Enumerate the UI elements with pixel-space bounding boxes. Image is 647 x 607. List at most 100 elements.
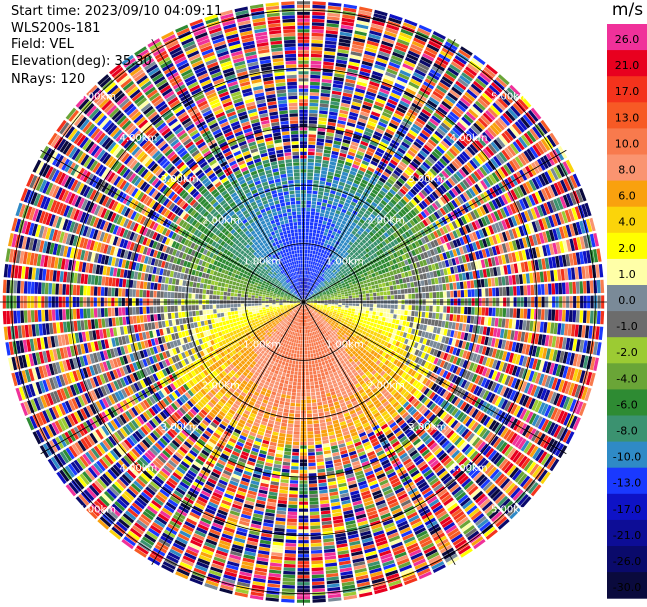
velocity-gate — [318, 486, 328, 491]
velocity-gate — [357, 16, 371, 23]
velocity-gate — [375, 315, 379, 320]
velocity-gate — [305, 296, 308, 300]
velocity-gate — [406, 180, 414, 188]
velocity-gate — [312, 349, 316, 354]
velocity-gate — [317, 468, 326, 473]
velocity-gate — [334, 297, 339, 300]
velocity-gate — [345, 303, 349, 306]
velocity-gate — [326, 273, 330, 277]
velocity-gate — [312, 268, 315, 273]
velocity-gate — [307, 289, 309, 293]
velocity-gate — [551, 283, 556, 295]
velocity-gate — [439, 103, 450, 113]
velocity-gate — [447, 67, 459, 77]
velocity-gate — [306, 281, 309, 285]
velocity-gate — [331, 263, 335, 268]
velocity-gate — [324, 271, 329, 276]
velocity-gate — [393, 290, 398, 295]
velocity-gate — [344, 85, 354, 91]
velocity-gate — [327, 366, 332, 371]
velocity-gate — [470, 280, 475, 289]
velocity-gate — [438, 81, 450, 91]
velocity-gate — [417, 135, 427, 144]
velocity-gate — [477, 117, 488, 128]
velocity-gate — [348, 241, 354, 246]
velocity-gate — [381, 282, 386, 287]
velocity-gate — [309, 99, 319, 103]
velocity-gate — [351, 101, 362, 107]
velocity-gate — [342, 236, 347, 242]
velocity-gate — [425, 141, 435, 150]
velocity-gate — [304, 295, 306, 299]
velocity-gate — [324, 386, 329, 391]
velocity-gate — [373, 307, 377, 312]
velocity-gate — [305, 270, 308, 275]
velocity-gate — [404, 305, 409, 310]
velocity-gate — [367, 166, 375, 173]
velocity-gate — [401, 294, 405, 299]
velocity-gate — [387, 98, 398, 106]
velocity-gate — [307, 347, 310, 351]
velocity-gate — [310, 250, 313, 254]
velocity-gate — [376, 94, 387, 102]
velocity-gate — [390, 159, 398, 166]
velocity-gate — [358, 185, 365, 191]
velocity-gate — [434, 319, 439, 327]
velocity-gate — [329, 104, 339, 109]
velocity-gate — [364, 236, 369, 242]
velocity-gate — [395, 41, 409, 50]
velocity-gate — [323, 192, 330, 197]
velocity-gate — [460, 97, 471, 107]
velocity-gate — [324, 255, 329, 259]
velocity-gate — [543, 322, 548, 333]
velocity-gate — [338, 42, 351, 47]
velocity-gate — [380, 115, 390, 122]
velocity-gate — [341, 17, 355, 23]
velocity-gate — [338, 113, 348, 118]
velocity-gate — [586, 280, 591, 294]
velocity-gate — [352, 295, 356, 298]
velocity-gate — [449, 283, 454, 290]
velocity-gate — [342, 259, 347, 264]
velocity-gate — [405, 152, 414, 160]
velocity-gate — [307, 172, 314, 177]
velocity-gate — [546, 270, 551, 282]
velocity-gate — [413, 172, 421, 180]
velocity-gate — [380, 199, 387, 206]
velocity-gate — [316, 141, 324, 146]
velocity-gate — [417, 180, 425, 189]
velocity-gate — [316, 247, 320, 252]
velocity-gate — [349, 58, 361, 64]
velocity-gate — [315, 159, 322, 163]
velocity-gate — [410, 161, 419, 169]
velocity-gate — [357, 77, 369, 84]
velocity-gate — [311, 287, 314, 291]
velocity-gate — [484, 278, 489, 287]
velocity-gate — [467, 63, 480, 74]
velocity-gate — [345, 75, 357, 81]
velocity-gate — [314, 219, 319, 223]
velocity-gate — [306, 288, 308, 293]
velocity-gate — [410, 126, 420, 135]
velocity-gate — [318, 120, 327, 125]
velocity-gate — [458, 119, 469, 129]
velocity-gate — [395, 279, 400, 285]
velocity-gate — [328, 270, 333, 274]
velocity-gate — [317, 377, 322, 381]
velocity-gate — [337, 218, 343, 223]
velocity-gate — [325, 225, 330, 230]
velocity-gate — [369, 322, 374, 327]
velocity-gate — [433, 112, 444, 121]
velocity-gate — [389, 188, 397, 196]
velocity-gate — [315, 233, 320, 238]
velocity-gate — [319, 496, 329, 501]
velocity-gate — [495, 287, 500, 297]
velocity-gate — [332, 201, 338, 207]
velocity-gate — [306, 267, 308, 271]
velocity-gate — [439, 78, 452, 88]
velocity-gate — [434, 87, 446, 97]
velocity-gate — [327, 274, 332, 278]
velocity-gate — [313, 420, 319, 424]
velocity-gate — [397, 294, 402, 300]
velocity-gate — [390, 309, 394, 314]
